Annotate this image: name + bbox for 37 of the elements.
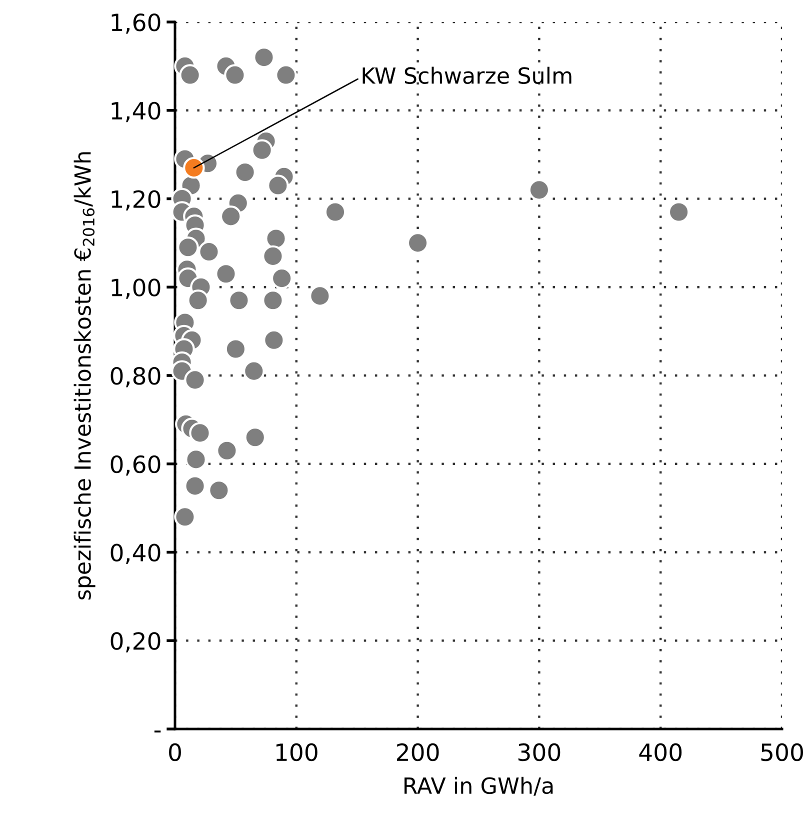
annotation: KW Schwarze Sulm — [362, 66, 572, 84]
y-tick-label: 1,20 — [112, 190, 160, 210]
point — [309, 285, 331, 307]
y-tick-label: 0,80 — [110, 366, 160, 388]
y-axis-title: spezifische Investitionskosten €$_{2016}$/kWh — [74, 152, 96, 600]
x-tick-label: 300 — [518, 743, 560, 762]
point — [243, 360, 265, 382]
point — [275, 64, 297, 86]
point — [174, 506, 196, 528]
x-axis-title: RAV in GWh/a — [404, 776, 553, 796]
y-tick-label: 1,40 — [112, 102, 160, 122]
point — [184, 475, 206, 497]
point — [179, 64, 201, 86]
x-tick-label: 400 — [639, 743, 682, 762]
point — [189, 422, 211, 444]
x-tick-label: 100 — [276, 743, 318, 762]
point — [208, 480, 230, 502]
point — [187, 290, 209, 312]
point — [215, 263, 237, 285]
y-tick-label: 1,60 — [112, 13, 160, 34]
point — [224, 64, 246, 86]
y-tick-label: 0,20 — [110, 632, 160, 652]
point — [267, 174, 289, 196]
point — [183, 156, 205, 179]
x-tick-label: 0 — [169, 743, 181, 762]
x-tick-label: 500 — [761, 743, 803, 762]
point — [216, 440, 238, 462]
x-tick-label: 200 — [396, 743, 439, 762]
point — [262, 290, 284, 312]
point — [184, 369, 206, 391]
point — [185, 448, 207, 470]
y-tick-label: 0,60 — [110, 455, 160, 476]
point — [177, 236, 199, 258]
y-tick-label: 0,40 — [110, 544, 160, 564]
y-tick-label: 1,00 — [112, 278, 160, 299]
y-tick-label: - — [154, 730, 161, 732]
point — [228, 290, 250, 312]
